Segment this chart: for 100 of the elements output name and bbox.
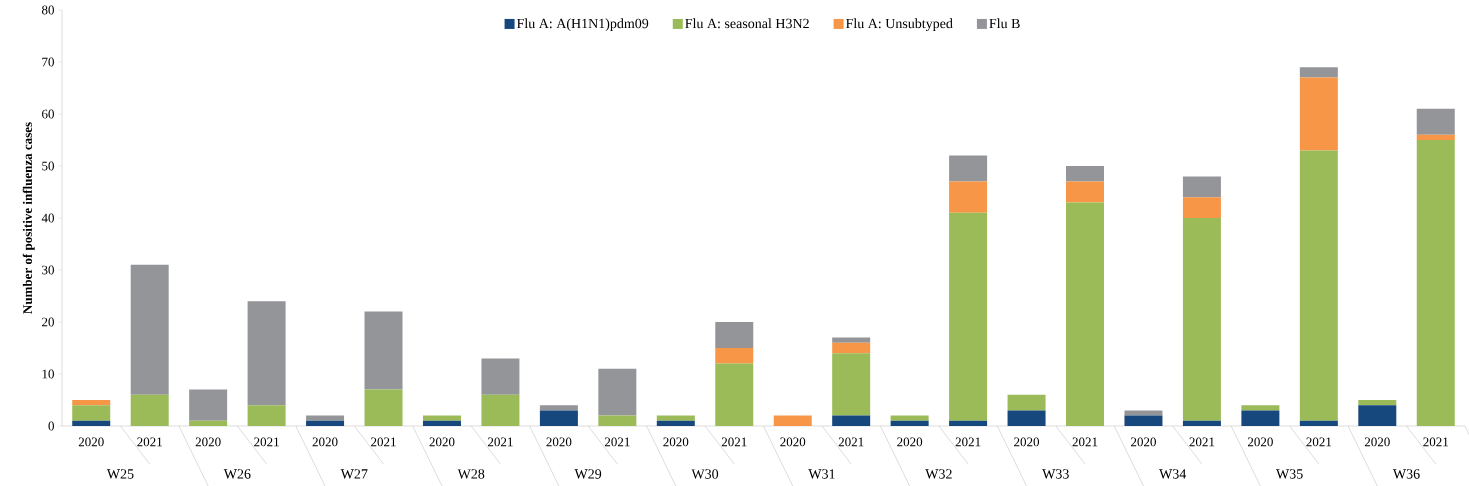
- y-tick-label: 80: [41, 5, 54, 15]
- bar: [481, 358, 520, 395]
- y-tick-label: 60: [42, 109, 54, 119]
- bar: [1416, 108, 1455, 135]
- bar: [1241, 405, 1280, 411]
- bar: [656, 415, 695, 421]
- bar: [1241, 410, 1280, 426]
- y-tick-label: 20: [42, 317, 54, 327]
- bar: [1124, 415, 1163, 426]
- bar: [949, 212, 988, 421]
- bar: [832, 342, 871, 354]
- x-tick-label: 2021: [1423, 437, 1448, 447]
- bar: [715, 348, 754, 364]
- bar: [773, 415, 812, 426]
- bar: [949, 181, 988, 213]
- bar: [1182, 218, 1221, 421]
- text: W36: [1392, 469, 1420, 479]
- x-tick-label: 2020: [546, 437, 572, 447]
- bar: [1066, 202, 1105, 426]
- bar: [656, 420, 695, 426]
- bar: [1416, 134, 1455, 140]
- text: W30: [691, 469, 719, 479]
- legend-label: Flu B: [989, 18, 1020, 29]
- bar: [1358, 400, 1397, 406]
- x-tick-label: 2021: [721, 437, 747, 447]
- text: W29: [574, 469, 602, 479]
- bar: [1182, 176, 1221, 198]
- bar: [364, 389, 403, 426]
- bar: [890, 420, 929, 426]
- bar: [306, 420, 345, 426]
- bar: [189, 389, 228, 421]
- x-tick-label: 2021: [1072, 437, 1098, 447]
- bar: [422, 420, 461, 426]
- x-tick-label: 2020: [1364, 437, 1390, 447]
- text: W26: [223, 469, 251, 479]
- bar: [1182, 420, 1221, 426]
- text: W31: [808, 469, 835, 479]
- bar: [539, 405, 578, 411]
- bar: [72, 420, 111, 426]
- bar: [189, 420, 228, 426]
- bar: [481, 394, 520, 426]
- x-tick-label: 2020: [1131, 437, 1156, 447]
- bar: [422, 415, 461, 421]
- x-tick-label: 2021: [371, 437, 396, 447]
- bar: [832, 415, 871, 426]
- bar: [1007, 410, 1046, 426]
- text: W27: [340, 469, 368, 479]
- bar: [1124, 410, 1163, 416]
- y-tick-label: 70: [42, 57, 54, 67]
- x-tick-label: 2020: [429, 437, 455, 447]
- x-tick-label: 2020: [780, 437, 806, 447]
- bar: [1416, 140, 1455, 426]
- bar: [598, 368, 637, 416]
- x-tick-label: 2021: [955, 437, 981, 447]
- bar: [890, 415, 929, 421]
- x-tick-label: 2020: [1247, 437, 1273, 447]
- x-tick-label: 2020: [78, 437, 104, 447]
- y-tick-label: 40: [41, 213, 54, 223]
- x-tick-label: 2021: [838, 437, 864, 447]
- text: W25: [106, 469, 134, 479]
- bar: [247, 301, 286, 406]
- legend-label: Flu A: Unsubtyped: [845, 18, 953, 32]
- bar: [1358, 405, 1397, 426]
- text: W32: [925, 469, 952, 479]
- y-tick-label: 10: [42, 369, 54, 379]
- x-tick-label: 2020: [663, 437, 689, 447]
- bar: [1299, 67, 1338, 78]
- x-tick-label: 2021: [137, 437, 162, 447]
- bar: [539, 410, 578, 426]
- y-tick-label: 30: [42, 265, 54, 275]
- bar: [364, 311, 403, 390]
- bar: [832, 337, 871, 343]
- bar: [72, 405, 111, 421]
- bar: [1299, 420, 1338, 426]
- x-tick-label: 2021: [1189, 437, 1215, 447]
- text: W34: [1159, 469, 1187, 479]
- x-tick-label: 2020: [897, 437, 923, 447]
- y-tick-label: 50: [42, 161, 54, 171]
- x-tick-label: 2021: [488, 437, 513, 447]
- bar: [949, 420, 988, 426]
- legend-label: Flu A: A(H1N1)pdm09: [516, 18, 649, 32]
- bar: [1182, 197, 1221, 218]
- x-tick-label: 2020: [1014, 437, 1040, 447]
- text: W33: [1042, 469, 1069, 479]
- y-tick-label: 0: [48, 421, 54, 431]
- bar: [1066, 181, 1105, 203]
- legend-label: Flu A: seasonal H3N2: [685, 18, 809, 29]
- x-tick-label: 2021: [254, 437, 279, 447]
- bar: [1007, 394, 1046, 411]
- bar: [1299, 77, 1338, 151]
- bar: [306, 415, 345, 421]
- bar: [130, 264, 169, 395]
- bar: [715, 322, 754, 348]
- bar: [72, 400, 111, 406]
- bar: [715, 363, 754, 426]
- x-tick-label: 2021: [1306, 437, 1332, 447]
- bar: [1066, 166, 1105, 182]
- x-tick-label: 2020: [195, 437, 221, 447]
- text: W35: [1276, 469, 1303, 479]
- x-tick-label: 2020: [312, 437, 338, 447]
